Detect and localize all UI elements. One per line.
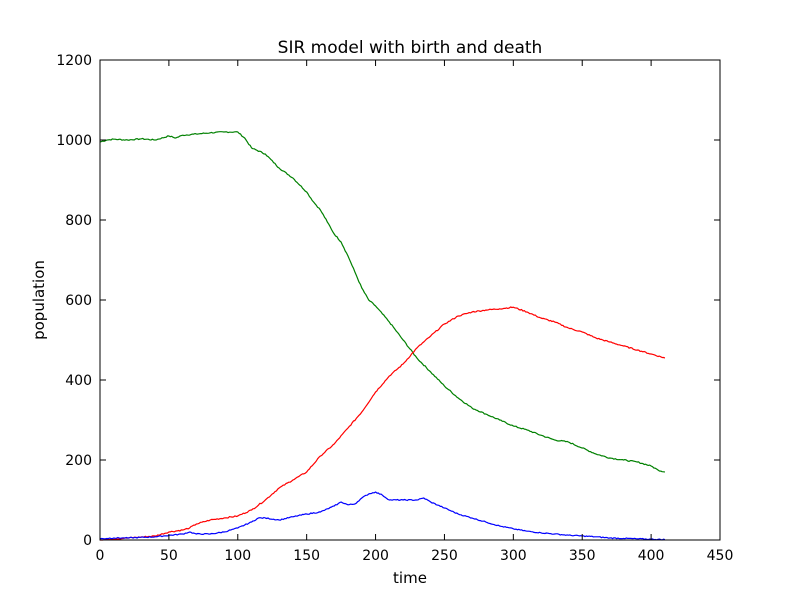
series-line-1 bbox=[99, 131, 665, 473]
x-tick-label: 400 bbox=[638, 548, 665, 564]
y-tick-label: 600 bbox=[65, 293, 92, 309]
y-tick-label: 1000 bbox=[56, 133, 92, 149]
x-tick-label: 450 bbox=[707, 548, 734, 564]
x-tick-label: 300 bbox=[500, 548, 527, 564]
y-tick-label: 0 bbox=[83, 533, 92, 549]
series-line-2 bbox=[100, 306, 666, 541]
ticks-layer: 0 50 100 150 200 250 300 350 400 450 0 200 400 600 800… bbox=[56, 53, 733, 564]
series-layer bbox=[99, 131, 666, 541]
series-line-3 bbox=[99, 491, 666, 541]
x-tick-label: 200 bbox=[362, 548, 389, 564]
x-tick-label: 350 bbox=[569, 548, 596, 564]
x-tick-label: 50 bbox=[160, 548, 178, 564]
y-tick-label: 400 bbox=[65, 373, 92, 389]
x-tick-label: 100 bbox=[224, 548, 251, 564]
y-tick-label: 800 bbox=[65, 213, 92, 229]
y-tick-label: 1200 bbox=[56, 53, 92, 69]
x-tick-label: 150 bbox=[293, 548, 320, 564]
chart-title: SIR model with birth and death bbox=[278, 38, 543, 58]
x-axis-label: time bbox=[393, 569, 427, 587]
x-tick-label: 0 bbox=[96, 548, 105, 564]
x-tick-label: 250 bbox=[431, 548, 458, 564]
y-axis-label: population bbox=[30, 260, 48, 340]
y-tick-label: 200 bbox=[65, 453, 92, 469]
